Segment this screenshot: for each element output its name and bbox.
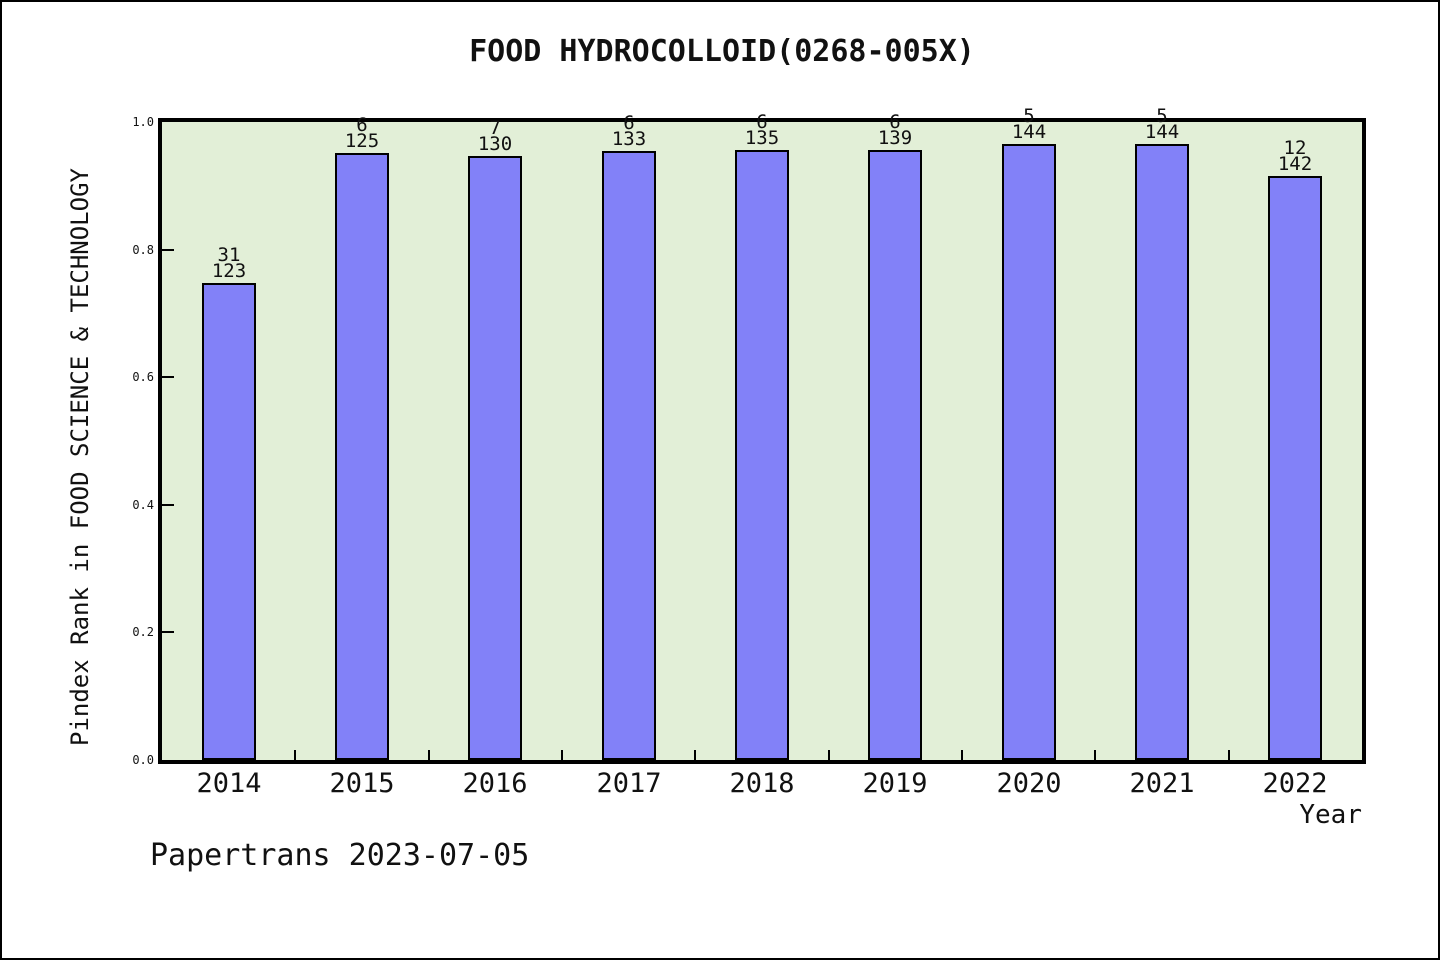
x-tick-label-2019: 2019 xyxy=(862,768,928,799)
bar-2015 xyxy=(335,153,389,760)
y-tick-mark xyxy=(162,376,174,379)
bar-value-label-2016: 7 130 xyxy=(477,117,513,155)
x-tick-mark xyxy=(427,750,430,760)
x-tick-mark xyxy=(827,750,830,760)
chart-title: FOOD HYDROCOLLOID(0268-005X) xyxy=(469,34,975,69)
bar-2018 xyxy=(735,150,789,760)
y-tick-label: 0.0 xyxy=(132,753,154,767)
bar-2019 xyxy=(868,150,922,760)
bar-2021 xyxy=(1135,144,1189,760)
bar-2014 xyxy=(202,283,256,760)
bar-value-label-2014: 31 123 xyxy=(211,244,247,282)
x-tick-mark xyxy=(694,750,697,760)
bar-value-label-2018: 6 135 xyxy=(744,111,780,149)
bar-2016 xyxy=(468,156,522,760)
bar-value-label-2020: 5 144 xyxy=(1011,105,1047,143)
bar-2020 xyxy=(1002,144,1056,760)
x-tick-mark xyxy=(1227,750,1230,760)
watermark-footer: Papertrans 2023-07-05 xyxy=(150,838,530,873)
x-tick-label-2020: 2020 xyxy=(996,768,1062,799)
y-tick-mark xyxy=(162,503,174,506)
x-tick-mark xyxy=(961,750,963,760)
x-axis-title: Year xyxy=(1299,800,1362,830)
y-axis-title: Pindex Rank in FOOD SCIENCE & TECHNOLOGY xyxy=(66,168,94,746)
y-tick-label: 0.2 xyxy=(132,625,154,640)
plot-area: 31 123 6 125 7 130 6 133 6 135 6 139 5 144 5 14… xyxy=(162,107,1362,760)
x-tick-label-2017: 2017 xyxy=(596,768,662,799)
y-tick-label: 1.0 xyxy=(132,115,154,129)
y-tick-mark xyxy=(162,631,174,634)
x-tick-mark xyxy=(294,750,297,760)
y-tick-label: 0.6 xyxy=(132,370,154,385)
x-tick-label-2022: 2022 xyxy=(1262,768,1328,799)
bar-value-label-2019: 6 139 xyxy=(877,111,913,149)
x-tick-mark xyxy=(561,750,563,760)
y-tick-label: 0.8 xyxy=(132,242,154,257)
bar-value-label-2021: 5 144 xyxy=(1144,105,1180,143)
bar-2022 xyxy=(1268,176,1322,760)
x-tick-label-2016: 2016 xyxy=(462,768,528,799)
bar-value-label-2022: 12 142 xyxy=(1277,137,1313,175)
x-tick-label-2021: 2021 xyxy=(1129,768,1195,799)
bar-2017 xyxy=(602,151,656,760)
bar-value-label-2017: 6 133 xyxy=(611,112,647,150)
y-tick-mark xyxy=(162,248,174,251)
x-tick-label-2014: 2014 xyxy=(196,768,262,799)
y-tick-label: 0.4 xyxy=(132,497,154,512)
x-tick-label-2018: 2018 xyxy=(729,768,795,799)
bar-value-label-2015: 6 125 xyxy=(344,114,380,152)
x-tick-mark xyxy=(1094,750,1097,760)
x-tick-label-2015: 2015 xyxy=(329,768,395,799)
